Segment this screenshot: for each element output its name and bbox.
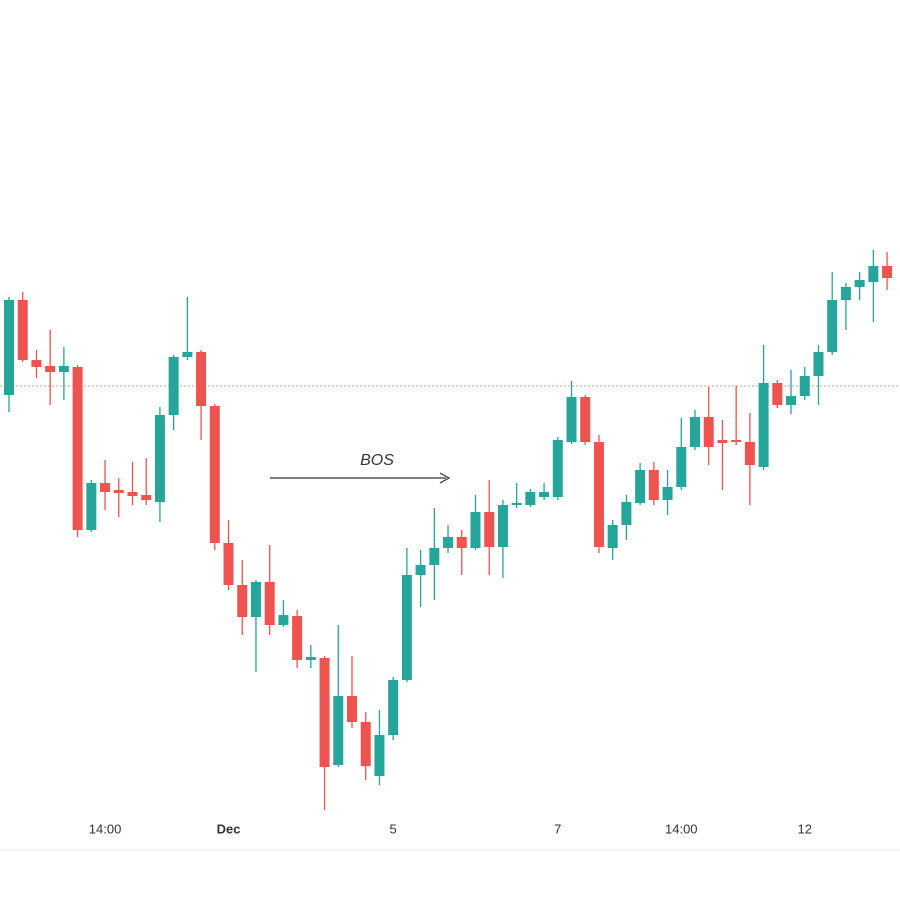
candle-body: [250, 582, 261, 617]
candle-body: [292, 616, 303, 660]
candle-body: [566, 397, 577, 442]
x-tick-label: 12: [798, 821, 812, 836]
candle-body: [744, 442, 755, 465]
candle-body: [237, 585, 248, 617]
candle-body: [154, 415, 165, 502]
candle-body: [827, 300, 838, 352]
candle-body: [731, 440, 742, 442]
candle-body: [703, 417, 714, 447]
bos-arrow-head: [439, 472, 451, 484]
candle-body: [333, 696, 344, 765]
candle-body: [319, 658, 330, 767]
x-tick-label: 14:00: [89, 821, 122, 836]
candle-body: [4, 300, 14, 395]
x-tick-label: 5: [390, 821, 397, 836]
candle-body: [607, 525, 618, 548]
candle-body: [635, 470, 646, 503]
candle-body: [196, 352, 207, 406]
candle-body: [552, 440, 563, 497]
candle-body: [813, 352, 824, 376]
candle-body: [86, 483, 97, 530]
candle-body: [443, 537, 454, 548]
candle-body: [799, 376, 810, 396]
candle-body: [113, 490, 124, 493]
candle-body: [882, 266, 893, 278]
candle-body: [127, 492, 138, 496]
candle-body: [511, 503, 522, 505]
candle-body: [840, 287, 851, 300]
candle-body: [360, 722, 371, 766]
candle-body: [429, 548, 440, 565]
candle-body: [223, 543, 234, 585]
candle-body: [525, 492, 536, 505]
candle-body: [415, 565, 426, 575]
bos-label: BOS: [360, 452, 394, 469]
candle-body: [31, 360, 42, 367]
candle-body: [497, 505, 508, 547]
candle-body: [868, 266, 879, 282]
candle-body: [621, 502, 632, 525]
candle-body: [758, 383, 769, 467]
candle-body: [141, 495, 152, 500]
candle-body: [45, 366, 56, 372]
candle-body: [786, 396, 797, 405]
candle-body: [690, 417, 700, 447]
candle-body: [72, 367, 83, 530]
candle-body: [580, 397, 591, 442]
candle-body: [209, 406, 220, 543]
candle-body: [676, 447, 687, 487]
candle-body: [593, 442, 604, 547]
candle-body: [374, 735, 385, 776]
candle-body: [347, 696, 357, 722]
x-tick-label: Dec: [217, 821, 241, 836]
x-tick-label: 14:00: [665, 821, 698, 836]
candle-body: [662, 487, 673, 500]
candle-body: [17, 300, 28, 360]
candle-body: [388, 680, 399, 735]
x-tick-label: 7: [554, 821, 561, 836]
candle-body: [58, 366, 69, 372]
candle-body: [100, 483, 111, 492]
candle-body: [264, 582, 275, 625]
candle-body: [717, 440, 728, 443]
candle-body: [648, 470, 659, 500]
candle-body: [456, 537, 467, 548]
candle-body: [772, 383, 783, 405]
candle-body: [305, 657, 316, 660]
candle-body: [182, 352, 193, 357]
candle-body: [401, 575, 412, 680]
candle-body: [484, 512, 495, 547]
candle-body: [470, 512, 481, 548]
candle-body: [278, 615, 289, 625]
candle-body: [168, 357, 179, 415]
candle-body: [854, 280, 865, 287]
candle-body: [539, 492, 550, 497]
